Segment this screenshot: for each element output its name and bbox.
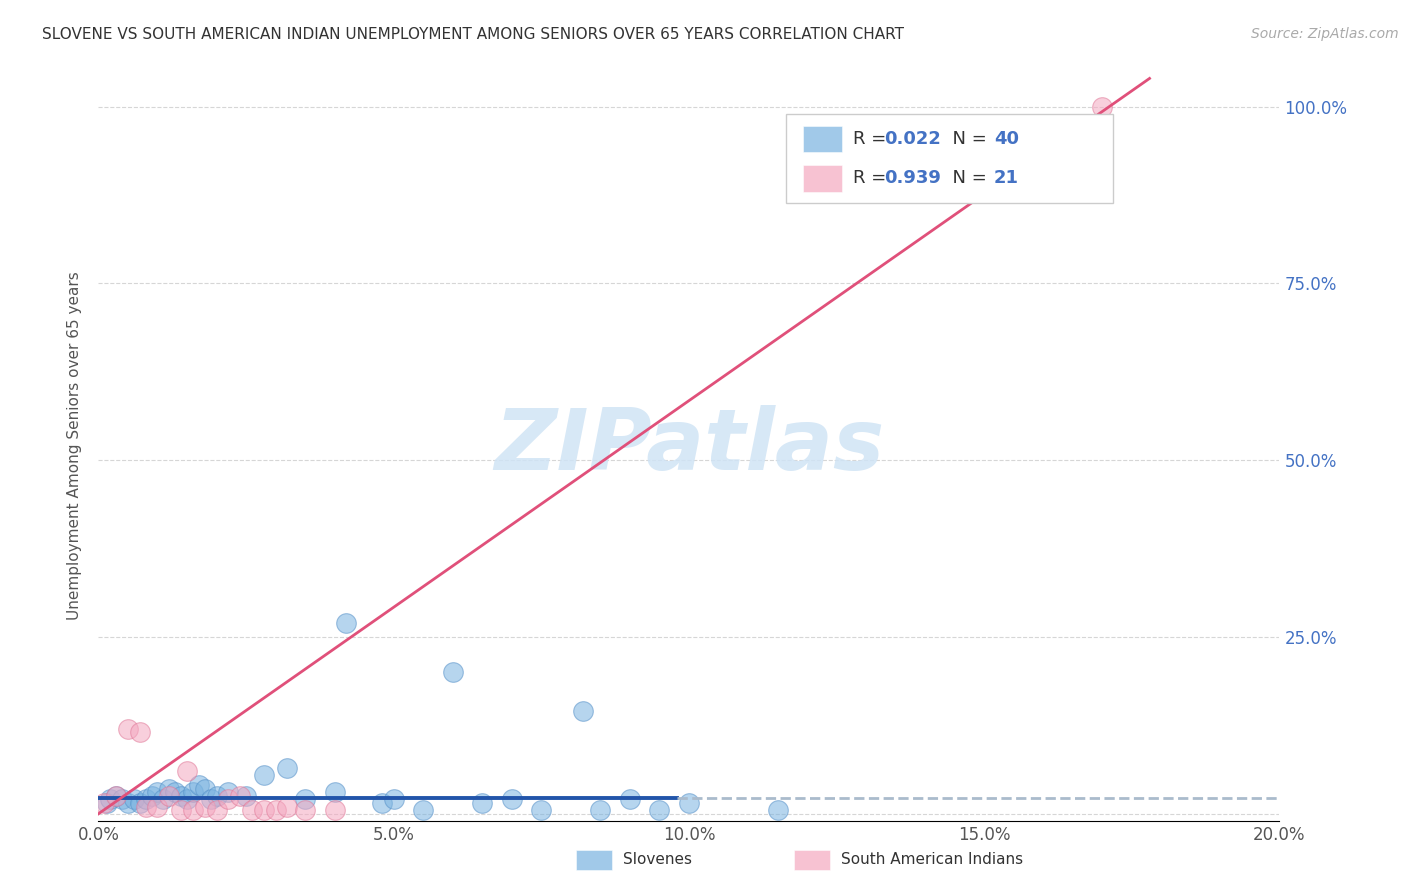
Text: Slovenes: Slovenes <box>623 853 692 867</box>
Point <box>766 803 789 817</box>
Point <box>181 803 204 817</box>
Point <box>135 792 157 806</box>
Text: N =: N = <box>941 130 993 148</box>
Point <box>253 767 276 781</box>
Point <box>146 785 169 799</box>
Text: 40: 40 <box>994 130 1019 148</box>
Point <box>122 792 145 806</box>
Point <box>323 785 346 799</box>
Point <box>128 725 150 739</box>
Point <box>170 789 193 803</box>
Point <box>678 796 700 810</box>
Point <box>240 803 263 817</box>
Point <box>648 803 671 817</box>
Point <box>170 803 193 817</box>
Point <box>176 764 198 779</box>
Point <box>371 796 394 810</box>
Text: SLOVENE VS SOUTH AMERICAN INDIAN UNEMPLOYMENT AMONG SENIORS OVER 65 YEARS CORREL: SLOVENE VS SOUTH AMERICAN INDIAN UNEMPLO… <box>42 27 904 42</box>
Point <box>157 781 180 796</box>
Point <box>105 789 128 803</box>
Point <box>152 792 174 806</box>
Point <box>235 789 257 803</box>
Point <box>501 792 523 806</box>
Point <box>98 792 121 806</box>
Point <box>335 615 357 630</box>
Text: 0.022: 0.022 <box>884 130 941 148</box>
Point <box>619 792 641 806</box>
Point <box>176 792 198 806</box>
Point <box>128 796 150 810</box>
Point <box>117 722 139 736</box>
Text: 21: 21 <box>994 169 1019 187</box>
Point <box>471 796 494 810</box>
Point <box>276 799 298 814</box>
Point <box>1091 100 1114 114</box>
Point <box>276 761 298 775</box>
Point <box>135 799 157 814</box>
Point <box>157 789 180 803</box>
Point <box>323 803 346 817</box>
Point <box>589 803 612 817</box>
Point <box>294 803 316 817</box>
Point <box>181 785 204 799</box>
Point <box>146 799 169 814</box>
Point <box>571 704 593 718</box>
Point <box>141 789 163 803</box>
Point <box>194 799 217 814</box>
Text: R =: R = <box>853 130 893 148</box>
Text: 0.939: 0.939 <box>884 169 941 187</box>
Y-axis label: Unemployment Among Seniors over 65 years: Unemployment Among Seniors over 65 years <box>67 272 83 620</box>
Point <box>93 796 115 810</box>
Point <box>441 665 464 680</box>
Text: Source: ZipAtlas.com: Source: ZipAtlas.com <box>1251 27 1399 41</box>
Text: N =: N = <box>941 169 993 187</box>
Point <box>194 781 217 796</box>
Point <box>205 789 228 803</box>
Point <box>294 792 316 806</box>
Point <box>217 792 239 806</box>
Point <box>96 796 118 810</box>
Point <box>165 785 187 799</box>
Point <box>253 803 276 817</box>
Point <box>382 792 405 806</box>
Point <box>217 785 239 799</box>
Text: ZIPatlas: ZIPatlas <box>494 404 884 488</box>
Point <box>205 803 228 817</box>
Point <box>264 803 287 817</box>
Point <box>229 789 252 803</box>
Point <box>200 792 222 806</box>
Text: R =: R = <box>853 169 893 187</box>
Point <box>117 796 139 810</box>
Text: South American Indians: South American Indians <box>841 853 1024 867</box>
Point <box>530 803 553 817</box>
Point <box>187 778 209 792</box>
Point <box>105 789 128 803</box>
Point <box>111 792 134 806</box>
Point <box>412 803 434 817</box>
